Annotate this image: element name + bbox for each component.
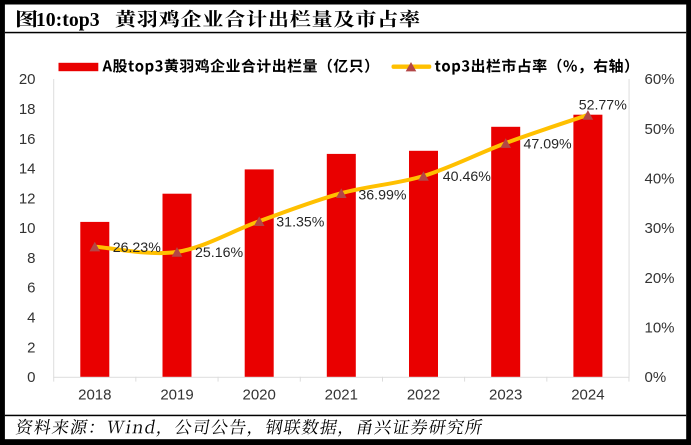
- svg-text:36.99%: 36.99%: [358, 188, 407, 204]
- svg-text:14: 14: [19, 161, 36, 178]
- svg-text:2023: 2023: [489, 387, 522, 404]
- svg-text:2021: 2021: [325, 387, 358, 404]
- svg-text:0: 0: [27, 369, 35, 386]
- svg-text:2022: 2022: [407, 387, 440, 404]
- svg-text:50%: 50%: [645, 121, 675, 138]
- svg-text:10%: 10%: [645, 319, 675, 336]
- svg-text:16: 16: [19, 131, 36, 148]
- svg-text:40%: 40%: [645, 171, 675, 188]
- svg-text:2018: 2018: [78, 387, 111, 404]
- svg-text:31.35%: 31.35%: [276, 215, 325, 231]
- svg-text:12: 12: [19, 190, 36, 207]
- svg-text:52.77%: 52.77%: [579, 98, 628, 114]
- svg-text:8: 8: [27, 250, 35, 267]
- svg-text:25.16%: 25.16%: [195, 245, 244, 261]
- svg-text:26.23%: 26.23%: [113, 240, 162, 256]
- svg-text:0%: 0%: [645, 369, 667, 386]
- svg-text:6: 6: [27, 280, 35, 297]
- svg-text:2: 2: [27, 339, 35, 356]
- svg-text:10: 10: [19, 220, 36, 237]
- svg-text:2024: 2024: [571, 387, 604, 404]
- svg-text:47.09%: 47.09%: [524, 137, 573, 153]
- svg-text:10:top3: 10:top3: [36, 9, 100, 31]
- svg-text:2019: 2019: [160, 387, 193, 404]
- svg-text:30%: 30%: [645, 220, 675, 237]
- svg-text:4: 4: [27, 310, 35, 327]
- svg-text:20%: 20%: [645, 270, 675, 287]
- svg-text:60%: 60%: [645, 71, 675, 88]
- svg-text:40.46%: 40.46%: [443, 169, 492, 185]
- svg-text:2020: 2020: [243, 387, 276, 404]
- svg-text:18: 18: [19, 101, 36, 118]
- svg-text:20: 20: [19, 71, 36, 88]
